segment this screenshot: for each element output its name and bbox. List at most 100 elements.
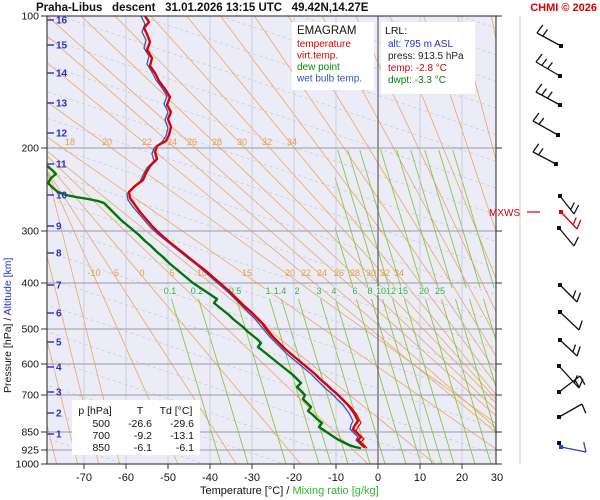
svg-text:-5: -5 (111, 268, 119, 278)
svg-text:9: 9 (56, 222, 62, 233)
svg-text:3: 3 (56, 388, 62, 399)
svg-text:16: 16 (56, 16, 68, 27)
svg-text:25: 25 (435, 286, 445, 296)
svg-text:34: 34 (287, 137, 297, 147)
wind-barb-3 (532, 112, 560, 137)
svg-text:15: 15 (56, 41, 68, 52)
svg-text:700: 700 (21, 390, 39, 402)
svg-text:p [hPa]: p [hPa] (78, 405, 111, 417)
dry-adiabat-labels: 18 20 22 24 26 28 30 32 34 -10 -5 0 5 10 15 20 22 24 26 28 3… (65, 137, 404, 278)
wind-barb-13 (557, 403, 587, 419)
page-title: Praha-Libus descent 31.01.2026 13:15 UTC… (36, 2, 369, 14)
svg-text:0: 0 (139, 268, 144, 278)
svg-text:0: 0 (375, 472, 381, 484)
wind-barb-2 (535, 83, 562, 107)
mxws-label: MXWS (489, 208, 540, 219)
level-table: p [hPa] T Td [°C] 500 -26.6 -29.6 700 -9.2 -13.1… (72, 400, 200, 455)
svg-text:24: 24 (167, 137, 177, 147)
legend-item-3: wet bulb temp. (296, 74, 362, 85)
dry-adiabat-lines (47, 16, 496, 464)
svg-text:11: 11 (56, 160, 67, 171)
svg-text:-70: -70 (76, 472, 92, 484)
svg-text:22: 22 (142, 137, 152, 147)
svg-text:13: 13 (56, 99, 68, 110)
svg-text:26: 26 (187, 137, 197, 147)
svg-text:28: 28 (212, 137, 222, 147)
svg-text:26: 26 (334, 268, 344, 278)
svg-text:-13.1: -13.1 (170, 430, 194, 442)
svg-text:300: 300 (21, 226, 39, 238)
svg-text:400: 400 (21, 278, 39, 290)
svg-text:Td [°C]: Td [°C] (160, 405, 193, 417)
svg-text:-10: -10 (87, 268, 100, 278)
svg-text:100: 100 (21, 11, 39, 23)
wet-bulb-curve (126, 16, 363, 447)
mixing-ratio-labels: 0.1 0.2 0.5 1 1.4 2 3 4 6 8 10 12 15 20 25 (163, 285, 446, 297)
svg-text:12: 12 (56, 129, 68, 140)
legend-heading: EMAGRAM (297, 25, 356, 37)
wind-barb-8 (558, 283, 582, 303)
x-axis-title: Temperature [°C] / Mixing ratio [g/kg] (200, 485, 379, 497)
lrl-item-1: press: 913.5 hPa (388, 51, 464, 62)
legend-item-2: dew point (297, 62, 340, 73)
svg-text:22: 22 (301, 268, 311, 278)
svg-text:12: 12 (386, 286, 396, 296)
svg-text:5: 5 (56, 338, 62, 349)
svg-text:700: 700 (92, 430, 110, 442)
svg-text:-50: -50 (160, 472, 176, 484)
dew-point-curve (47, 164, 362, 450)
svg-text:20: 20 (285, 268, 295, 278)
legend-item-0: temperature (297, 39, 351, 50)
svg-text:6: 6 (352, 286, 357, 296)
svg-text:32: 32 (262, 137, 272, 147)
svg-text:20: 20 (456, 472, 468, 484)
wind-barb-0 (536, 24, 563, 48)
svg-text:20: 20 (102, 137, 112, 147)
svg-text:32: 32 (380, 268, 390, 278)
svg-text:-60: -60 (118, 472, 134, 484)
svg-text:850: 850 (21, 427, 39, 439)
svg-text:1: 1 (265, 286, 270, 296)
svg-text:-30: -30 (244, 472, 260, 484)
svg-text:34: 34 (394, 268, 404, 278)
svg-text:925: 925 (21, 445, 39, 457)
svg-text:5: 5 (169, 268, 174, 278)
altitude-ticks: 16 15 14 13 12 11 10 9 8 7 6 5 4 3 2 1 (47, 16, 68, 441)
svg-text:1000: 1000 (16, 459, 40, 471)
svg-text:15: 15 (398, 286, 408, 296)
svg-text:-10: -10 (328, 472, 344, 484)
wind-barb-9 (558, 310, 583, 331)
y-axis-title: Pressure [hPa] / Altitude [km] (2, 258, 14, 393)
svg-text:10: 10 (56, 191, 68, 202)
svg-text:-9.2: -9.2 (134, 430, 152, 442)
lrl-item-3: dwpt: -3.3 °C (388, 75, 446, 86)
wind-barb-6 (559, 210, 582, 230)
svg-text:7: 7 (56, 281, 62, 292)
plot-frame (46, 15, 497, 465)
lrl-item-0: alt: 795 m ASL (388, 39, 453, 50)
svg-text:10: 10 (376, 286, 386, 296)
wind-barbs (532, 24, 587, 453)
svg-text:15: 15 (242, 268, 252, 278)
svg-text:30: 30 (366, 268, 376, 278)
svg-text:500: 500 (21, 324, 39, 336)
svg-text:2: 2 (294, 286, 299, 296)
svg-text:500: 500 (92, 418, 110, 430)
wind-barb-10 (558, 338, 581, 357)
wind-barb-1 (535, 53, 562, 78)
svg-text:-40: -40 (202, 472, 218, 484)
wind-barb-7 (557, 226, 579, 247)
svg-text:20: 20 (419, 286, 429, 296)
svg-text:30: 30 (491, 472, 503, 484)
svg-text:0.1: 0.1 (164, 286, 177, 296)
svg-text:2: 2 (56, 409, 62, 420)
lrl-item-2: temp: -2.8 °C (388, 63, 447, 74)
wind-barb-5 (558, 194, 580, 215)
svg-text:-6.1: -6.1 (176, 442, 194, 454)
svg-text:-6.1: -6.1 (134, 442, 152, 454)
lrl-heading: LRL: (385, 25, 407, 37)
mixing-ratio-lines (171, 149, 496, 464)
